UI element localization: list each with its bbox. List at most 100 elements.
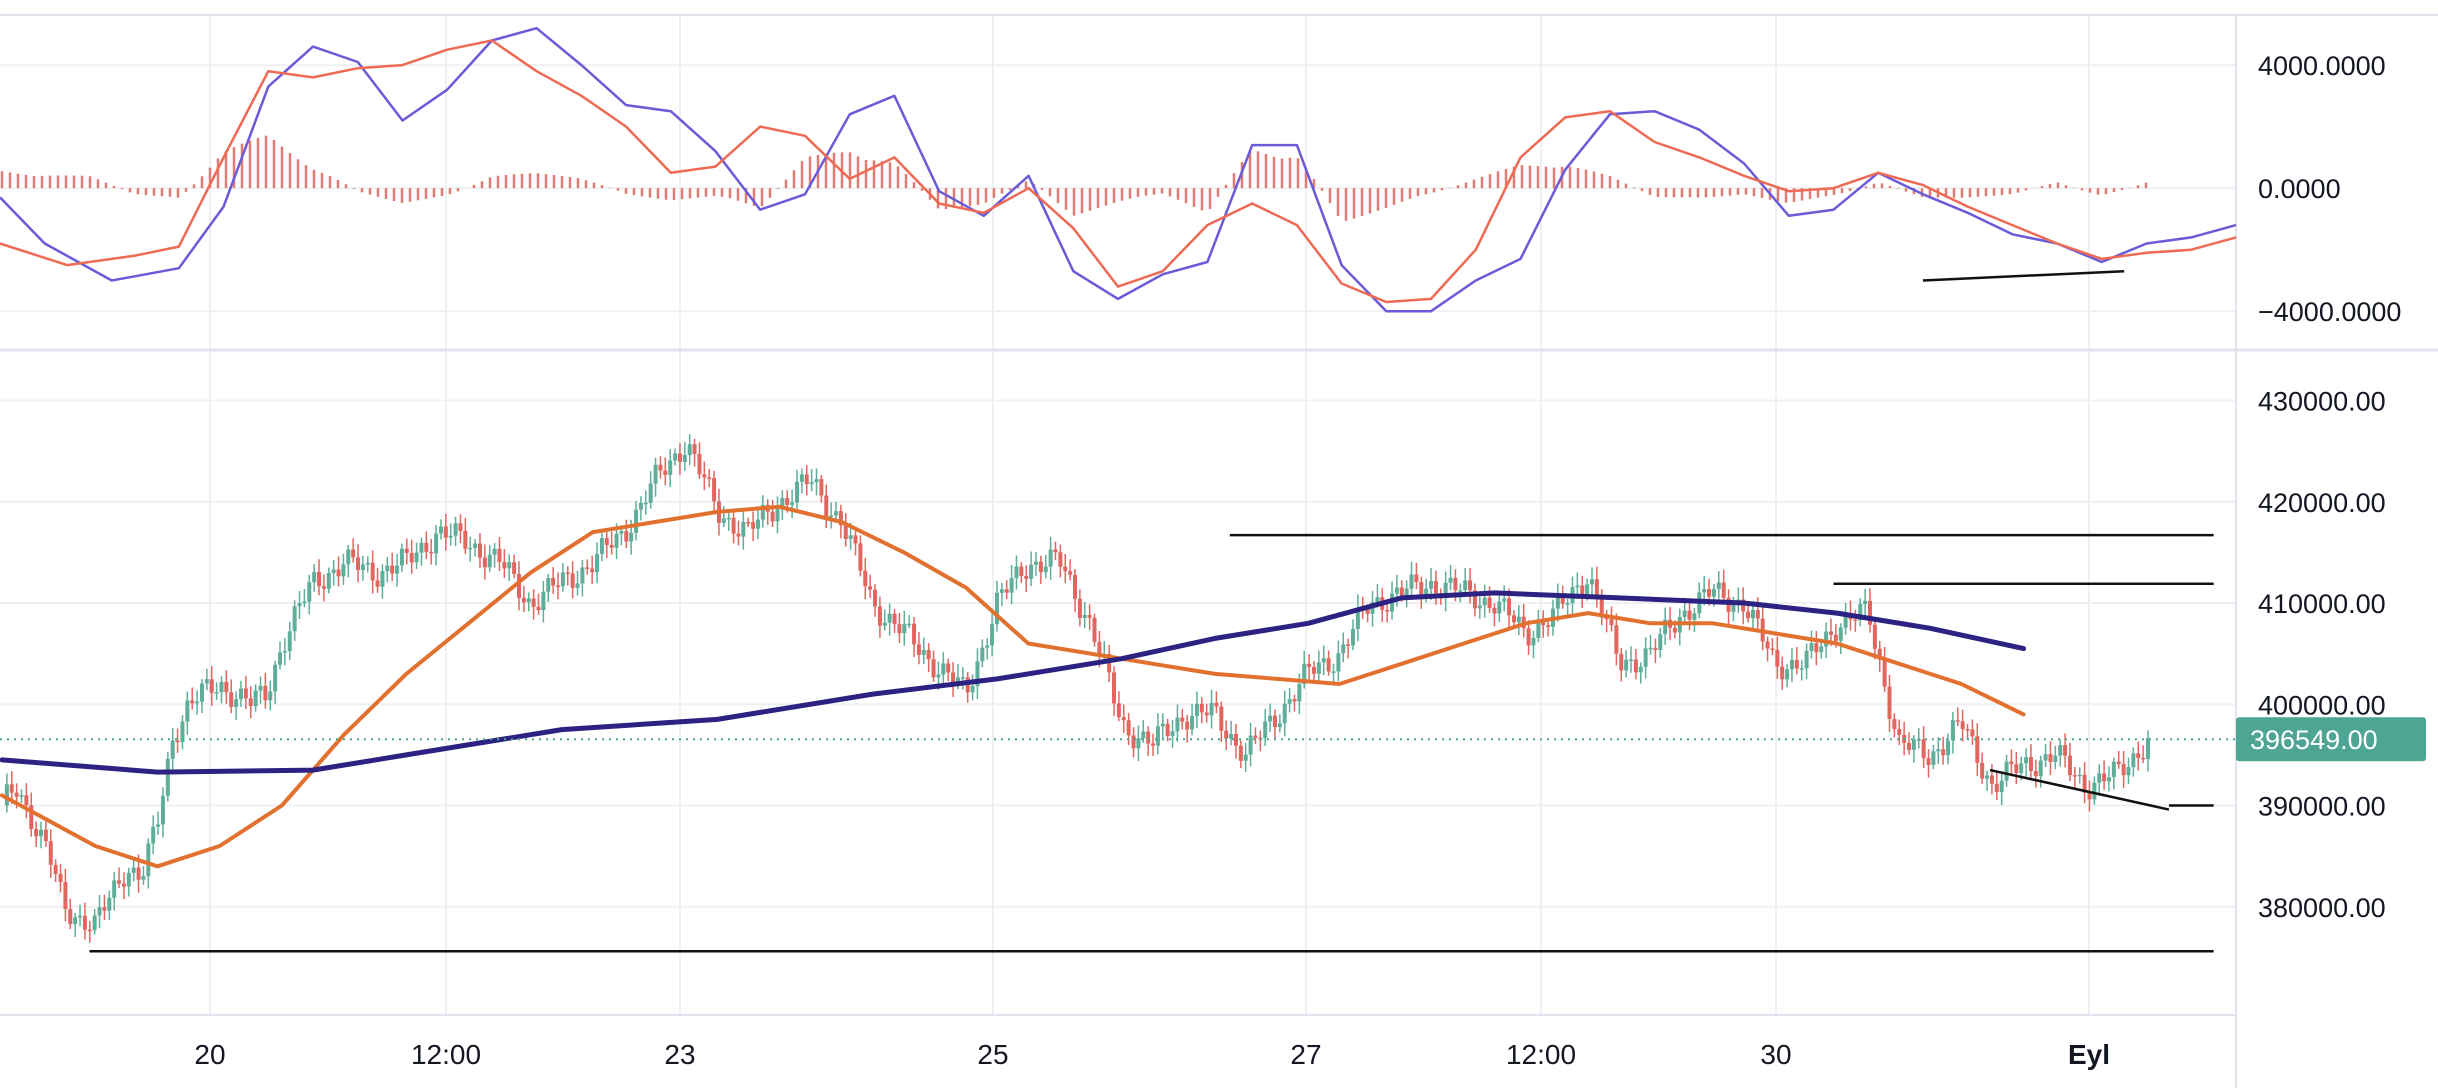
candle (546, 573, 551, 602)
candle-body (1633, 659, 1638, 673)
candle (273, 660, 278, 704)
candle (404, 538, 409, 565)
time-axis[interactable]: 20 12:00 23 25 27 12:00 30 Eyl (194, 1039, 2110, 1070)
candle (1994, 770, 1999, 800)
candle-body (682, 455, 687, 463)
candle (731, 508, 736, 544)
candle (1970, 719, 1975, 745)
candle (1043, 554, 1048, 579)
candle-body (390, 565, 395, 574)
price-y-axis[interactable]: 430000.00 420000.00 410000.00 400000.00 3900… (2258, 387, 2386, 923)
candle (2126, 757, 2131, 785)
candle-body (1214, 702, 1219, 707)
candle (746, 517, 751, 528)
candle-body (570, 573, 575, 588)
candle-body (1575, 585, 1580, 588)
candle-body (1399, 587, 1404, 596)
candle-body (1526, 628, 1531, 646)
candle (395, 554, 400, 587)
candle-body (214, 692, 219, 694)
candle-body (755, 519, 760, 529)
candle-body (419, 542, 424, 553)
candle-body (473, 543, 478, 548)
candle-body (2136, 753, 2141, 758)
macd-line (0, 26, 2237, 313)
candle (892, 609, 897, 634)
candle (1482, 584, 1487, 618)
candle (980, 639, 985, 668)
candle-body (1092, 617, 1097, 642)
candle-body (1926, 758, 1931, 765)
candle (1882, 646, 1887, 693)
candle (516, 561, 521, 611)
candle-body (658, 464, 663, 471)
candle-body (1833, 634, 1838, 641)
candle-body (165, 758, 170, 796)
candle-body (448, 535, 453, 538)
candle (1931, 744, 1936, 770)
candle (1946, 733, 1951, 765)
candle (112, 871, 117, 911)
candle-body (409, 552, 414, 563)
candle (1619, 647, 1624, 682)
candle (170, 728, 175, 771)
candle-body (380, 571, 385, 587)
candle (1292, 694, 1297, 712)
candle-body (1170, 731, 1175, 736)
candle (2111, 757, 2116, 790)
candle-body (2072, 775, 2077, 777)
candle (429, 538, 434, 565)
candle-body (1151, 743, 1156, 746)
candle-body (1555, 596, 1560, 609)
candle (1502, 585, 1507, 612)
candle (2116, 750, 2121, 769)
candle (2014, 751, 2019, 785)
candle-body (2067, 755, 2072, 776)
candle-body (1482, 597, 1487, 606)
candle (975, 648, 980, 699)
candle (2087, 780, 2092, 812)
candle (1955, 707, 1960, 726)
candle-body (565, 572, 570, 574)
candle (1136, 725, 1141, 762)
candle (43, 816, 48, 847)
candle (853, 527, 858, 556)
candle-body (1609, 619, 1614, 626)
candle-body (131, 867, 136, 873)
candle-body (248, 698, 253, 707)
candle-body (546, 578, 551, 592)
candle (24, 783, 29, 819)
candle (1468, 568, 1473, 604)
candle (1497, 591, 1502, 623)
candle (1190, 703, 1195, 736)
candle-body (521, 597, 526, 603)
candle (653, 457, 658, 497)
candle (214, 682, 219, 700)
price-y-tick-label: 390000.00 (2258, 792, 2386, 822)
candle-body (102, 907, 107, 911)
macd-y-tick-label: 4000.0000 (2258, 51, 2386, 81)
time-axis-label: 30 (1760, 1039, 1791, 1070)
macd-panel[interactable]: 4000.0000 0.0000 −4000.0000 (0, 26, 2401, 327)
candle-body (1828, 631, 1833, 635)
candle (1443, 571, 1448, 612)
candle-body (302, 601, 307, 604)
candle (477, 533, 482, 568)
macd-annotations[interactable] (1922, 269, 2125, 282)
candle-body (297, 603, 302, 607)
macd-y-axis[interactable]: 4000.0000 0.0000 −4000.0000 (2258, 51, 2401, 327)
trendline[interactable] (1989, 768, 2170, 811)
candle-body (1477, 605, 1482, 609)
candle-body (341, 564, 346, 577)
candle-body (19, 795, 24, 797)
candle-body (1219, 706, 1224, 731)
candle-body (1126, 720, 1131, 736)
price-panel[interactable]: 430000.00 420000.00 410000.00 400000.00 3900… (0, 387, 2426, 953)
candle-body (1146, 731, 1151, 744)
candle (78, 904, 83, 927)
divergence-trendline[interactable] (1922, 269, 2125, 282)
price-annotations[interactable] (89, 533, 2214, 953)
candle-body (1989, 775, 1994, 784)
time-axis-label: 20 (194, 1039, 225, 1070)
